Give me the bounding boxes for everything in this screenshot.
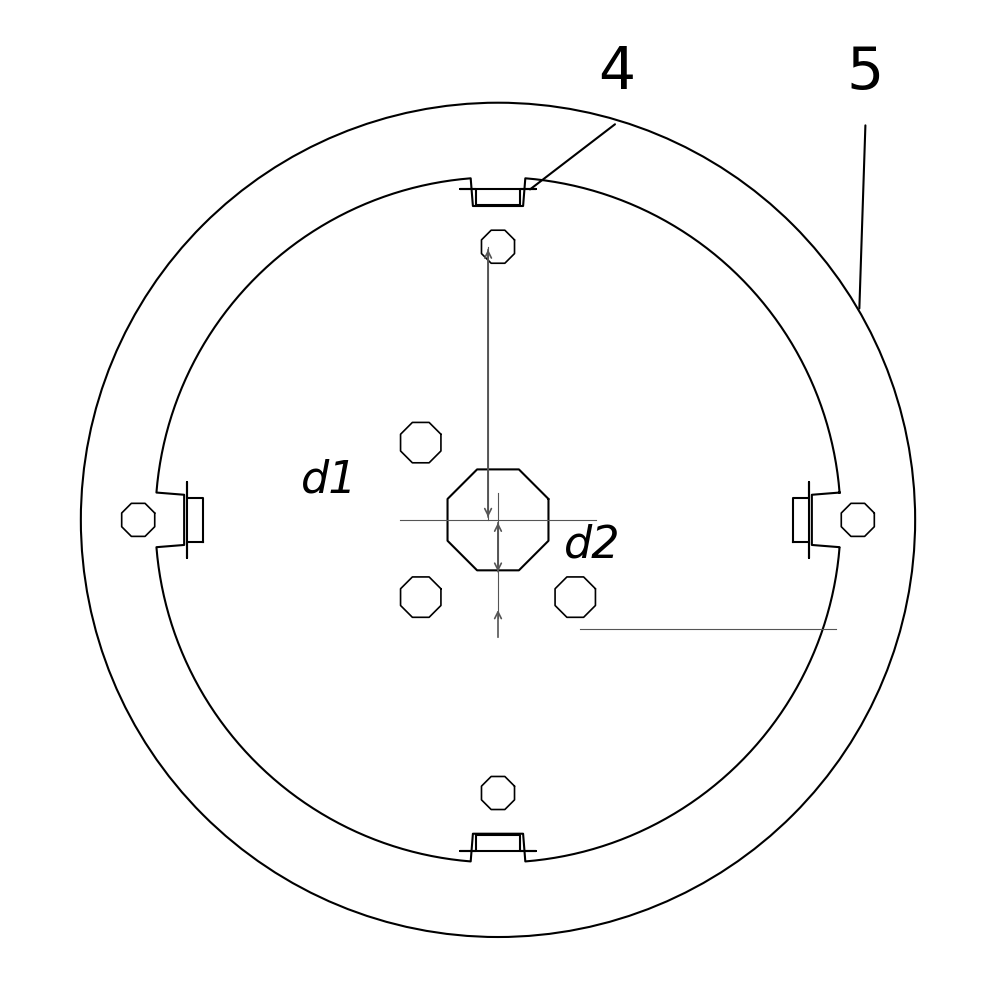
Text: d2: d2: [564, 523, 621, 566]
Text: 4: 4: [599, 44, 635, 101]
Text: 5: 5: [847, 44, 884, 101]
Text: d1: d1: [301, 459, 358, 502]
